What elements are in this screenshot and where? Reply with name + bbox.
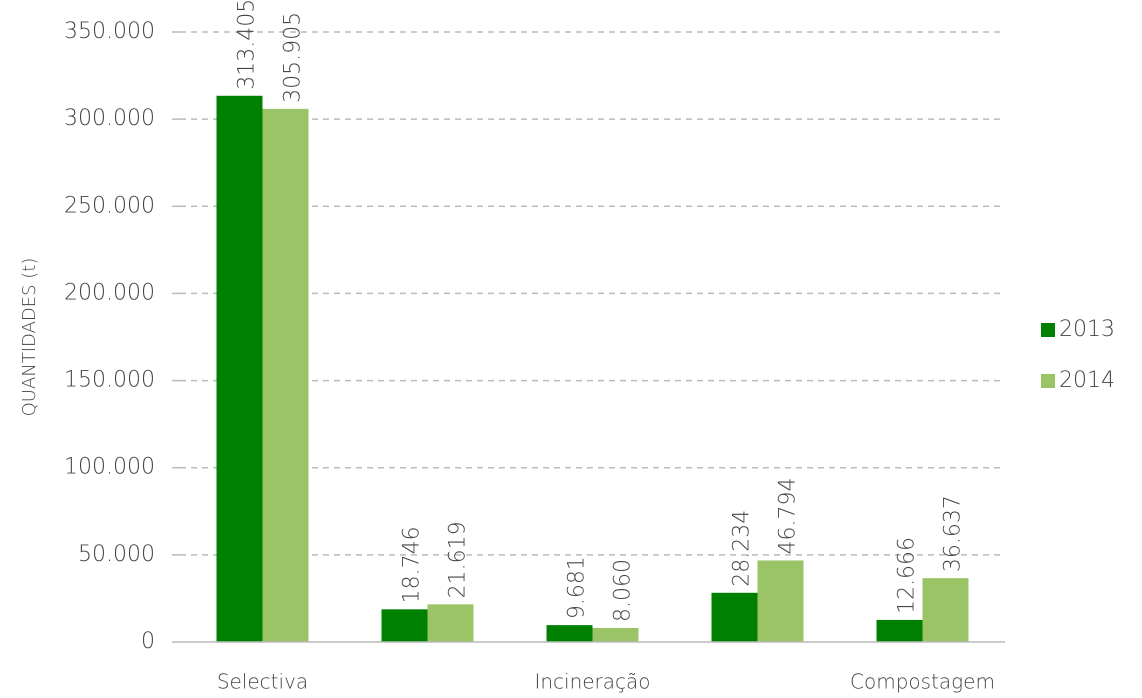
bar xyxy=(216,95,263,643)
legend-label: 2013 xyxy=(1059,317,1115,342)
y-tick-label: 250.000 xyxy=(64,193,155,218)
value-label: 18.746 xyxy=(400,526,425,603)
bar xyxy=(381,609,428,642)
y-tick-label: 50.000 xyxy=(78,542,155,567)
value-label: 305.905 xyxy=(281,12,306,103)
y-axis-label: QUANTIDADES (t) xyxy=(19,258,40,417)
value-label: 21.619 xyxy=(446,521,471,598)
legend-swatch xyxy=(1041,374,1055,388)
value-label: 12.666 xyxy=(895,537,920,614)
bar xyxy=(711,592,758,642)
y-tick-label: 200.000 xyxy=(64,280,155,305)
bar xyxy=(546,625,593,642)
x-tick-label: Compostagem xyxy=(850,670,995,694)
value-label: 9.681 xyxy=(565,556,590,619)
legend-swatch xyxy=(1041,323,1055,337)
bar xyxy=(262,108,309,642)
y-tick-label: 350.000 xyxy=(64,19,155,44)
x-tick-label: Selectiva xyxy=(217,670,308,694)
legend-label: 2014 xyxy=(1059,368,1115,393)
y-tick-label: 150.000 xyxy=(64,368,155,393)
value-label: 36.637 xyxy=(941,495,966,572)
value-label: 8.060 xyxy=(611,559,636,622)
y-tick-label: 300.000 xyxy=(64,106,155,131)
value-label: 46.794 xyxy=(776,477,801,554)
bar xyxy=(427,604,474,642)
y-tick-label: 0 xyxy=(141,629,155,654)
bar xyxy=(592,627,639,642)
x-tick-label: Incineração xyxy=(534,670,650,694)
y-tick-label: 100.000 xyxy=(64,455,155,480)
bar xyxy=(757,560,804,642)
bar xyxy=(922,578,969,642)
value-label: 28.234 xyxy=(730,510,755,587)
bar xyxy=(876,619,923,642)
value-label: 313.405 xyxy=(235,0,260,90)
